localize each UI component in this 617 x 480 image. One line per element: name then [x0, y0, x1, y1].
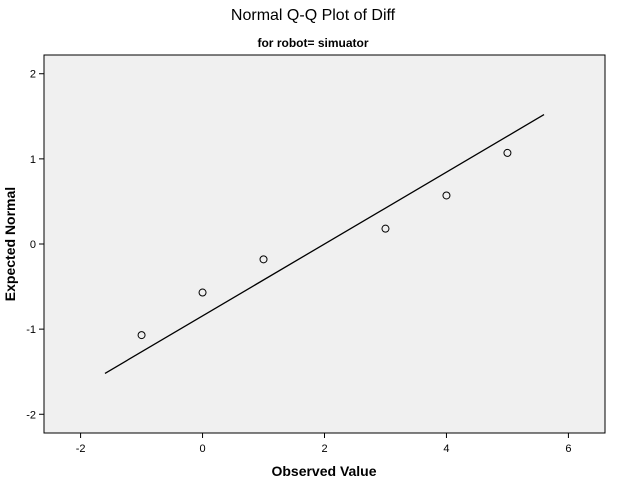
y-axis: -2 -1 0 1 2 [26, 69, 44, 421]
data-points [137, 148, 512, 340]
y-tick-label: -1 [26, 324, 36, 336]
data-point [381, 224, 390, 233]
data-point [137, 331, 146, 340]
reference-line [104, 114, 545, 374]
x-axis-title: Observed Value [271, 463, 376, 479]
x-tick-label: 0 [199, 443, 205, 455]
x-tick-label: 4 [443, 443, 449, 455]
y-tick-label: 1 [30, 154, 36, 166]
x-tick-label: -2 [76, 443, 86, 455]
y-tick-label: 2 [30, 69, 36, 81]
x-axis: -2 0 2 4 6 [76, 433, 571, 455]
y-tick-label: -2 [26, 409, 36, 421]
chart-title: Normal Q-Q Plot of Diff [231, 7, 396, 24]
x-tick-label: 6 [565, 443, 571, 455]
data-point [503, 148, 512, 157]
chart-subtitle: for robot= simuator [257, 36, 368, 50]
reference-line-group [104, 114, 545, 374]
data-point [198, 288, 207, 297]
data-point [259, 255, 268, 264]
y-axis-title: Expected Normal [2, 187, 18, 301]
y-tick-label: 0 [30, 239, 36, 251]
x-tick-label: 2 [321, 443, 327, 455]
data-point [442, 191, 451, 200]
